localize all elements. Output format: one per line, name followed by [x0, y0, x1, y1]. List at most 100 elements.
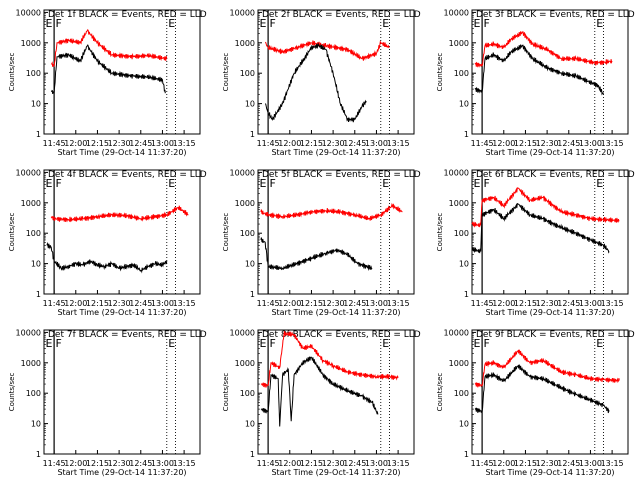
y-tick-label: 100 — [240, 389, 255, 398]
x-tick-label: 13:15 — [601, 299, 624, 308]
plot-frame — [471, 9, 629, 135]
y-tick-label: 100 — [454, 229, 469, 238]
x-tick-label: 11:45 — [43, 299, 66, 308]
detector-panel-9: Det 9f BLACK = Events, RED = LLD 1 10 100 10… — [436, 328, 635, 477]
marker-e-label: E — [168, 177, 175, 190]
y-tick-label: 100 — [240, 229, 255, 238]
panel-title: Det 3f BLACK = Events, RED = LLD — [476, 10, 635, 20]
x-tick-label: 12:15 — [86, 459, 109, 468]
lld-rate-line — [51, 28, 168, 68]
marker-f-label: F — [56, 17, 62, 30]
y-tick-label: 10 — [31, 100, 41, 109]
lld-rate-line — [471, 187, 620, 228]
plot-frame — [471, 329, 629, 455]
y-tick-label: 10000 — [444, 328, 469, 337]
x-tick-label: 13:15 — [173, 299, 196, 308]
x-tick-label: 12:15 — [300, 299, 323, 308]
x-tick-label: 12:15 — [300, 139, 323, 148]
marker-f-label: F — [270, 177, 276, 190]
y-axis-label: Counts/sec — [436, 53, 444, 92]
plot-frame — [43, 329, 201, 455]
x-tick-label: 11:45 — [257, 299, 280, 308]
x-tick-label: 13:15 — [387, 139, 410, 148]
y-tick-label: 10000 — [230, 8, 255, 17]
lld-rate-line — [474, 31, 613, 68]
y-tick-label: 1000 — [449, 39, 469, 48]
y-tick-label: 10000 — [16, 328, 41, 337]
panel-title: Det 8f BLACK = Events, RED = LLD — [262, 330, 421, 340]
detector-panel-4: Det 4f BLACK = Events, RED = LLD 1 10 100 10… — [8, 168, 207, 317]
y-axis-label: Counts/sec — [436, 373, 444, 412]
y-axis-label: Counts/sec — [222, 53, 230, 92]
x-tick-label: 11:45 — [471, 139, 494, 148]
x-tick-label: 11:45 — [43, 459, 66, 468]
x-tick-label: 12:00 — [278, 459, 301, 468]
marker-e-label: E — [45, 337, 52, 350]
y-tick-label: 10000 — [230, 328, 255, 337]
x-axis-label: Start Time (29-Oct-14 11:37:20) — [485, 308, 614, 317]
y-tick-label: 1000 — [21, 39, 41, 48]
y-tick-label: 100 — [454, 389, 469, 398]
plot-frame — [257, 9, 415, 135]
x-tick-label: 12:30 — [322, 459, 345, 468]
x-axis-label: Start Time (29-Oct-14 11:37:20) — [271, 308, 400, 317]
events-rate-line — [46, 241, 168, 274]
y-axis-label: Counts/sec — [222, 373, 230, 412]
x-tick-label: 11:45 — [471, 459, 494, 468]
x-tick-label: 13:15 — [387, 299, 410, 308]
x-tick-label: 13:15 — [601, 459, 624, 468]
panel-title: Det 2f BLACK = Events, RED = LLD — [262, 10, 421, 20]
plot-frame — [257, 169, 415, 295]
events-rate-line — [264, 42, 367, 123]
lld-rate-line — [264, 40, 390, 61]
marker-e-label: E — [382, 177, 389, 190]
lld-rate-line — [474, 349, 620, 388]
x-tick-label: 13:00 — [151, 299, 174, 308]
y-tick-label: 1 — [36, 130, 41, 139]
x-tick-label: 12:00 — [278, 299, 301, 308]
x-tick-label: 12:00 — [278, 139, 301, 148]
y-tick-label: 10 — [245, 100, 255, 109]
y-tick-label: 10 — [31, 260, 41, 269]
marker-e-label: E — [382, 337, 389, 350]
x-tick-label: 12:15 — [86, 139, 109, 148]
x-tick-label: 11:45 — [43, 139, 66, 148]
x-tick-label: 12:00 — [492, 459, 515, 468]
x-tick-label: 12:30 — [322, 139, 345, 148]
y-axis-label: Counts/sec — [8, 213, 16, 252]
x-tick-label: 12:00 — [492, 139, 515, 148]
events-rate-line — [471, 202, 610, 254]
y-tick-label: 10 — [459, 100, 469, 109]
lld-rate-line — [50, 205, 189, 223]
y-tick-label: 1 — [250, 450, 255, 459]
x-tick-label: 12:15 — [86, 299, 109, 308]
events-rate-line — [474, 364, 610, 414]
y-axis-label: Counts/sec — [222, 213, 230, 252]
marker-e-label: E — [259, 177, 266, 190]
marker-f-label: F — [484, 17, 490, 30]
y-tick-label: 1 — [464, 130, 469, 139]
x-tick-label: 12:45 — [343, 459, 366, 468]
x-tick-label: 13:00 — [579, 139, 602, 148]
x-axis-label: Start Time (29-Oct-14 11:37:20) — [485, 468, 614, 477]
x-axis-label: Start Time (29-Oct-14 11:37:20) — [485, 148, 614, 157]
marker-f-label: F — [56, 337, 62, 350]
y-tick-label: 10000 — [444, 8, 469, 17]
x-tick-label: 12:15 — [300, 459, 323, 468]
marker-e-label: E — [382, 17, 389, 30]
x-tick-label: 12:45 — [129, 139, 152, 148]
y-tick-label: 1 — [250, 130, 255, 139]
x-tick-label: 13:15 — [387, 459, 410, 468]
y-tick-label: 1000 — [21, 359, 41, 368]
plot-frame — [43, 9, 201, 135]
marker-e-label: E — [596, 177, 603, 190]
y-tick-label: 10 — [459, 420, 469, 429]
x-tick-label: 12:00 — [64, 139, 87, 148]
x-tick-label: 13:15 — [601, 139, 624, 148]
x-tick-label: 13:00 — [579, 299, 602, 308]
marker-f-label: F — [484, 337, 490, 350]
marker-e-label: E — [45, 17, 52, 30]
marker-f-label: F — [270, 17, 276, 30]
x-tick-label: 13:00 — [365, 299, 388, 308]
x-tick-label: 12:15 — [514, 459, 537, 468]
